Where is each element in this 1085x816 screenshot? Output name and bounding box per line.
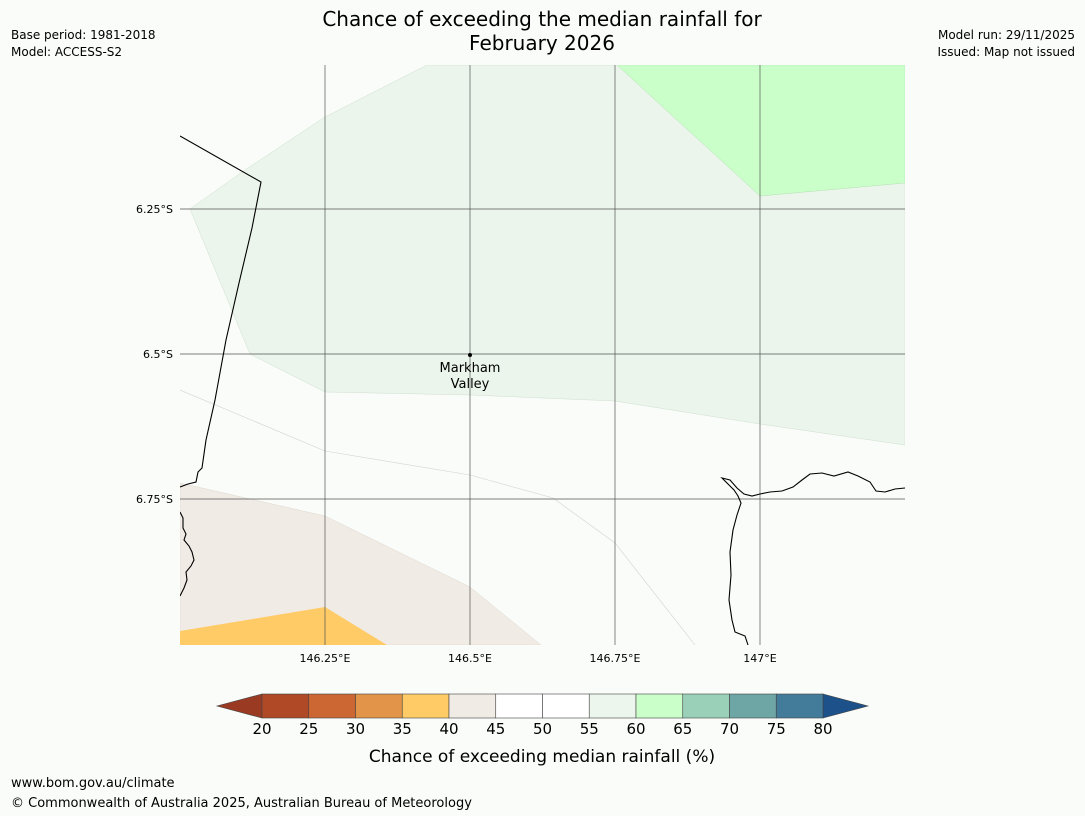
boundary-line [180,135,262,488]
colorbar-tick-25: 25 [299,720,318,738]
colorbar-tick-20: 20 [252,720,271,738]
colorbar: 20 25 30 35 40 45 50 55 60 65 70 75 80 [215,693,870,738]
contour-line [180,389,696,645]
colorbar-over-arrow [822,693,870,719]
colorbar-tick-55: 55 [580,720,599,738]
place-marker [468,353,472,357]
colorbar-segment-55-60 [588,693,637,719]
colorbar-segment-25-30 [308,693,356,719]
zone-40-45 [180,482,542,645]
colorbar-tick-45: 45 [486,720,505,738]
zone-35-40 [180,607,387,645]
colorbar-tick-75: 75 [767,720,786,738]
colorbar-tick-70: 70 [720,720,739,738]
run-info: Model run: 29/11/2025 Issued: Map not is… [937,27,1075,61]
map-area [180,65,905,645]
colorbar-tick-35: 35 [393,720,412,738]
colorbar-tick-40: 40 [439,720,458,738]
title-line-2: February 2026 [469,31,615,55]
lon-label-146-75: 146.75°E [590,652,641,665]
map-title: Chance of exceeding the median rainfall … [242,7,842,55]
colorbar-tick-65: 65 [673,720,692,738]
colorbar-segment-60-65 [635,693,684,719]
colorbar-tick-30: 30 [346,720,365,738]
colorbar-segment-65-70 [682,693,730,719]
place-label-line-1: Markham [440,361,501,376]
model-info: Base period: 1981-2018 Model: ACCESS-S2 [11,27,156,61]
place-label-line-2: Valley [451,377,490,392]
colorbar-tick-80: 80 [813,720,832,738]
zone-60-65 [616,65,905,197]
colorbar-title: Chance of exceeding median rainfall (%) [369,747,715,767]
issued-status: Issued: Map not issued [937,45,1075,59]
colorbar-tick-60: 60 [626,720,645,738]
lat-label-6-5: 6.5°S [143,348,173,361]
lat-label-6-75: 6.75°S [136,493,173,506]
lon-label-147: 147°E [743,652,776,665]
colorbar-segment-70-75 [729,693,777,719]
base-period: Base period: 1981-2018 [11,28,156,42]
colorbar-segment-40-45 [448,693,497,719]
model-name: Model: ACCESS-S2 [11,45,123,59]
lat-label-6-25: 6.25°S [136,203,173,216]
colorbar-segment-50-55 [542,693,590,719]
colorbar-segment-30-35 [355,693,403,719]
coastline-west [180,511,195,597]
model-run: Model run: 29/11/2025 [937,28,1075,42]
colorbar-under-arrow [215,693,263,719]
title-line-1: Chance of exceeding the median rainfall … [322,7,762,31]
colorbar-segment-45-50 [495,693,543,719]
coastline-east [720,471,905,645]
footer-copyright: © Commonwealth of Australia 2025, Austra… [11,796,472,811]
colorbar-tick-50: 50 [533,720,552,738]
footer-url: www.bom.gov.au/climate [11,776,175,791]
lon-label-146-25: 146.25°E [300,652,351,665]
colorbar-segment-20-25 [261,693,310,719]
colorbar-segment-75-80 [775,693,824,719]
colorbar-segment-35-40 [401,693,450,719]
lon-label-146-5: 146.5°E [448,652,492,665]
